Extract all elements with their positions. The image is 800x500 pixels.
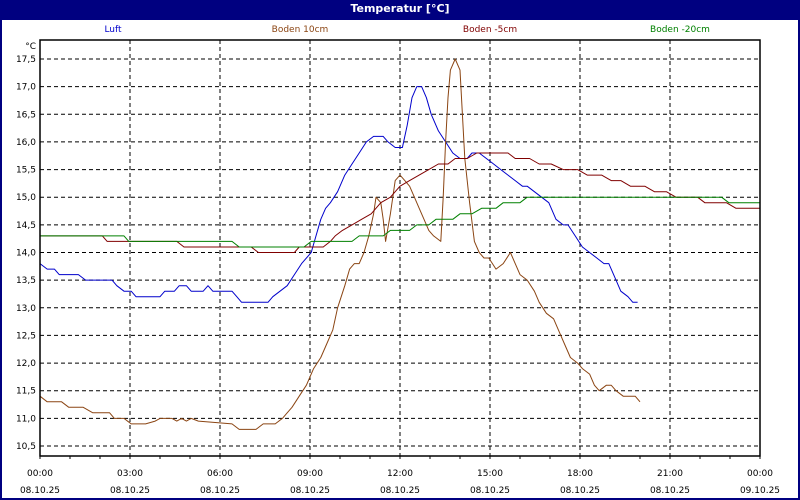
x-tick-time: 18:00 (567, 469, 593, 479)
x-tick-date: 08.10.25 (110, 486, 150, 496)
y-tick-label: 13,0 (16, 304, 36, 314)
temperature-line-chart: 17,5 17,0 16,5 16,0 15,5 15,0 14,5 14,0 13,5 13,0… (16, 39, 780, 496)
x-tick-time: 15:00 (477, 469, 503, 479)
chart-panel: Luft Boden 10cm Boden -5cm Boden -20cm 17,5… (2, 20, 798, 498)
x-tick-time: 06:00 (207, 469, 233, 479)
legend-item-boden-10cm: Boden 10cm (271, 25, 329, 35)
y-tick-label: 14,5 (16, 221, 36, 231)
y-axis-unit: °C (25, 42, 36, 52)
legend-item-luft: Luft (104, 25, 122, 35)
y-tick-label: 12,5 (16, 331, 36, 341)
x-tick-time: 00:00 (27, 469, 53, 479)
y-tick-label: 11,5 (16, 387, 36, 397)
series-line-boden-5cm (40, 152, 760, 253)
x-tick-date: 08.10.25 (560, 486, 600, 496)
x-tick-date: 08.10.25 (200, 486, 240, 496)
y-tick-label: 10,5 (16, 442, 36, 452)
series-line-boden-10cm (39, 58, 641, 430)
x-tick-time: 12:00 (387, 469, 413, 479)
y-tick-label: 12,0 (16, 359, 36, 369)
y-tick-label: 16,5 (16, 110, 36, 120)
window-title: Temperatur [°C] (350, 2, 450, 15)
x-tick-date: 08.10.25 (470, 486, 510, 496)
y-tick-label: 17,5 (16, 55, 36, 65)
x-tick-date: 08.10.25 (20, 486, 60, 496)
x-tick-time: 00:00 (747, 469, 773, 479)
y-tick-label: 17,0 (16, 83, 36, 93)
legend-item-boden-5cm: Boden -5cm (462, 25, 518, 35)
x-tick-time: 21:00 (657, 469, 683, 479)
x-tick-date: 09.10.25 (740, 486, 780, 496)
x-tick-date: 08.10.25 (380, 486, 420, 496)
x-tick-time: 09:00 (297, 469, 323, 479)
legend-item-boden-20cm: Boden -20cm (650, 25, 710, 35)
x-tick-date: 08.10.25 (650, 486, 690, 496)
series-line-luft (39, 86, 638, 303)
y-tick-label: 14,0 (16, 249, 36, 259)
x-tick-date: 08.10.25 (290, 486, 330, 496)
y-tick-label: 13,5 (16, 276, 36, 286)
y-tick-label: 16,0 (16, 138, 36, 148)
y-tick-label: 15,0 (16, 193, 36, 203)
x-tick-time: 03:00 (117, 469, 143, 479)
y-tick-label: 15,5 (16, 166, 36, 176)
plot-area-frame (39, 39, 761, 457)
series-line-boden-20cm (40, 196, 760, 248)
y-tick-label: 11,0 (16, 414, 36, 424)
